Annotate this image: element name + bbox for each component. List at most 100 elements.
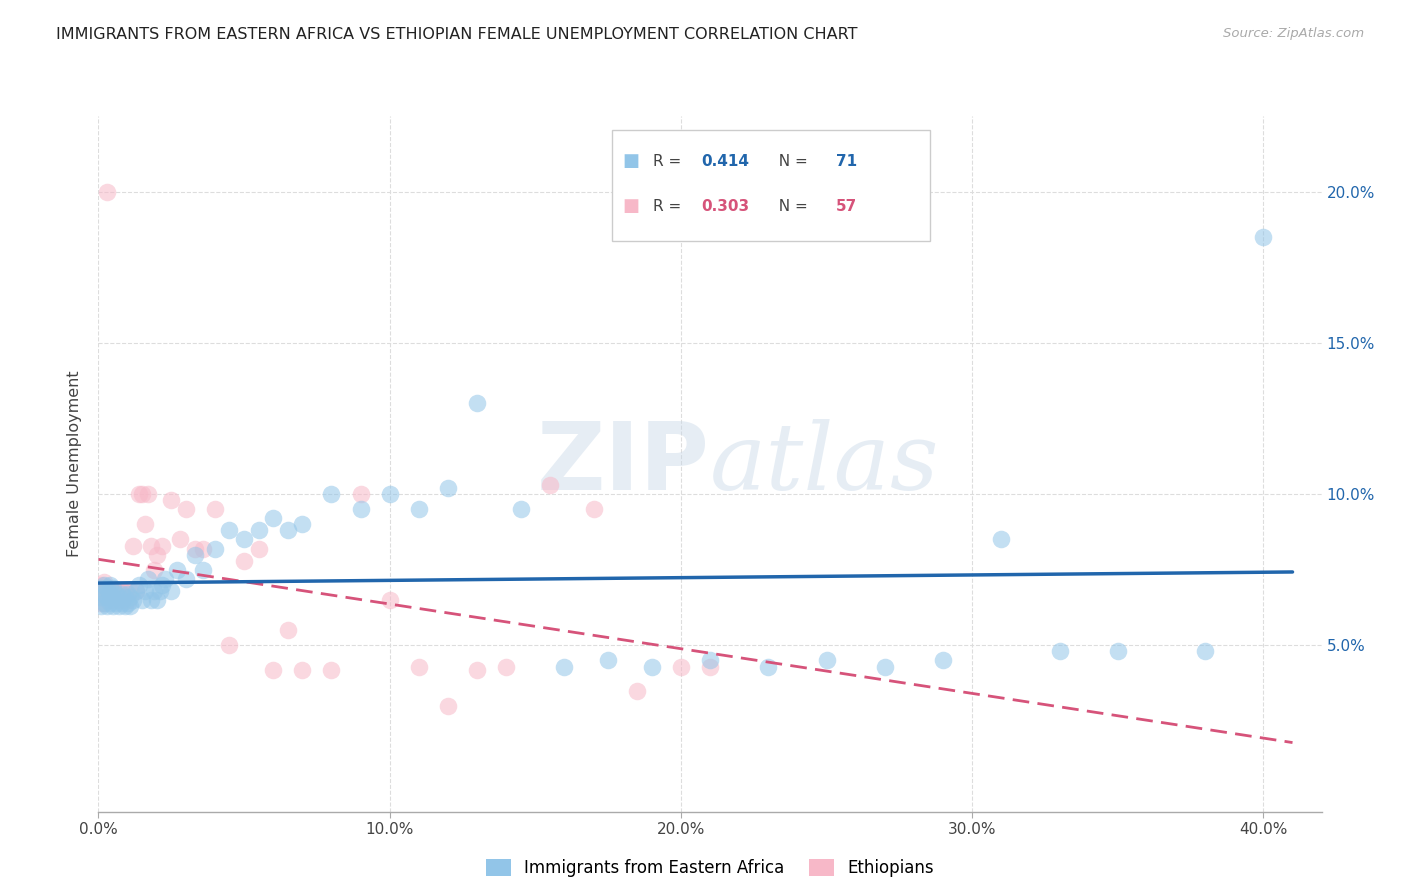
Point <box>291 663 314 677</box>
Point <box>465 396 488 410</box>
Point <box>98 596 121 610</box>
Text: 57: 57 <box>837 199 858 214</box>
Point <box>101 583 124 598</box>
Point <box>104 583 127 598</box>
Text: R =: R = <box>652 199 686 214</box>
Point <box>98 593 121 607</box>
Point <box>128 578 150 592</box>
Point <box>582 502 605 516</box>
Point <box>378 487 401 501</box>
Point <box>152 539 174 553</box>
Point <box>111 596 134 610</box>
Point <box>699 659 721 673</box>
Text: ■: ■ <box>621 153 638 170</box>
Point <box>108 599 131 613</box>
Point <box>408 659 430 673</box>
Point <box>101 593 124 607</box>
Point <box>873 659 896 673</box>
Point <box>131 593 153 607</box>
Point <box>437 481 460 495</box>
Point <box>101 581 124 595</box>
Point <box>233 533 256 547</box>
Point <box>509 502 531 516</box>
Point <box>139 593 162 607</box>
Point <box>114 599 136 613</box>
Point <box>149 583 172 598</box>
Point <box>128 487 150 501</box>
Y-axis label: Female Unemployment: Female Unemployment <box>66 370 82 558</box>
Point <box>104 596 127 610</box>
Point <box>101 599 124 613</box>
Point <box>262 663 284 677</box>
Point <box>378 593 401 607</box>
Text: N =: N = <box>769 199 813 214</box>
Point <box>98 583 121 598</box>
Point <box>193 563 215 577</box>
Point <box>699 653 721 667</box>
Point <box>142 563 165 577</box>
Text: 71: 71 <box>837 153 858 169</box>
Point <box>349 502 371 516</box>
Point <box>96 590 118 604</box>
Legend: Immigrants from Eastern Africa, Ethiopians: Immigrants from Eastern Africa, Ethiopia… <box>479 852 941 883</box>
Text: Source: ZipAtlas.com: Source: ZipAtlas.com <box>1223 27 1364 40</box>
Point <box>553 659 575 673</box>
Point <box>122 593 145 607</box>
Point <box>626 683 648 698</box>
Point <box>1194 644 1216 658</box>
Point <box>349 487 371 501</box>
Point <box>247 524 270 538</box>
Point <box>142 583 165 598</box>
Point <box>641 659 664 673</box>
Point <box>96 185 118 199</box>
Point <box>321 487 343 501</box>
Point <box>134 517 156 532</box>
Point <box>932 653 955 667</box>
Point <box>247 541 270 556</box>
Point <box>108 590 131 604</box>
Point <box>96 583 118 598</box>
Point <box>90 581 112 595</box>
Point <box>262 511 284 525</box>
Point <box>93 587 115 601</box>
Text: atlas: atlas <box>710 419 939 508</box>
Point <box>98 578 121 592</box>
Point <box>145 593 167 607</box>
Point <box>160 583 183 598</box>
Point <box>145 548 167 562</box>
Point <box>96 593 118 607</box>
FancyBboxPatch shape <box>612 130 931 241</box>
Point <box>120 599 142 613</box>
Point <box>101 590 124 604</box>
Text: IMMIGRANTS FROM EASTERN AFRICA VS ETHIOPIAN FEMALE UNEMPLOYMENT CORRELATION CHAR: IMMIGRANTS FROM EASTERN AFRICA VS ETHIOP… <box>56 27 858 42</box>
Point <box>117 593 139 607</box>
Point <box>114 590 136 604</box>
Point <box>174 572 197 586</box>
Point <box>495 659 517 673</box>
Point <box>218 638 240 652</box>
Point <box>204 541 226 556</box>
Point <box>90 578 112 592</box>
Point <box>117 587 139 601</box>
Point <box>218 524 240 538</box>
Point <box>93 596 115 610</box>
Point <box>111 593 134 607</box>
Point <box>815 653 838 667</box>
Point <box>183 548 205 562</box>
Point <box>111 583 134 598</box>
Point <box>465 663 488 677</box>
Point <box>90 596 112 610</box>
Point <box>233 554 256 568</box>
Text: ■: ■ <box>621 197 638 215</box>
Point <box>166 563 188 577</box>
Point <box>104 587 127 601</box>
Point <box>155 572 177 586</box>
Text: 0.414: 0.414 <box>702 153 749 169</box>
Point <box>321 663 343 677</box>
Point <box>1253 230 1275 244</box>
Point <box>108 593 131 607</box>
Point <box>538 478 561 492</box>
Text: R =: R = <box>652 153 686 169</box>
Point <box>160 493 183 508</box>
Point <box>183 541 205 556</box>
